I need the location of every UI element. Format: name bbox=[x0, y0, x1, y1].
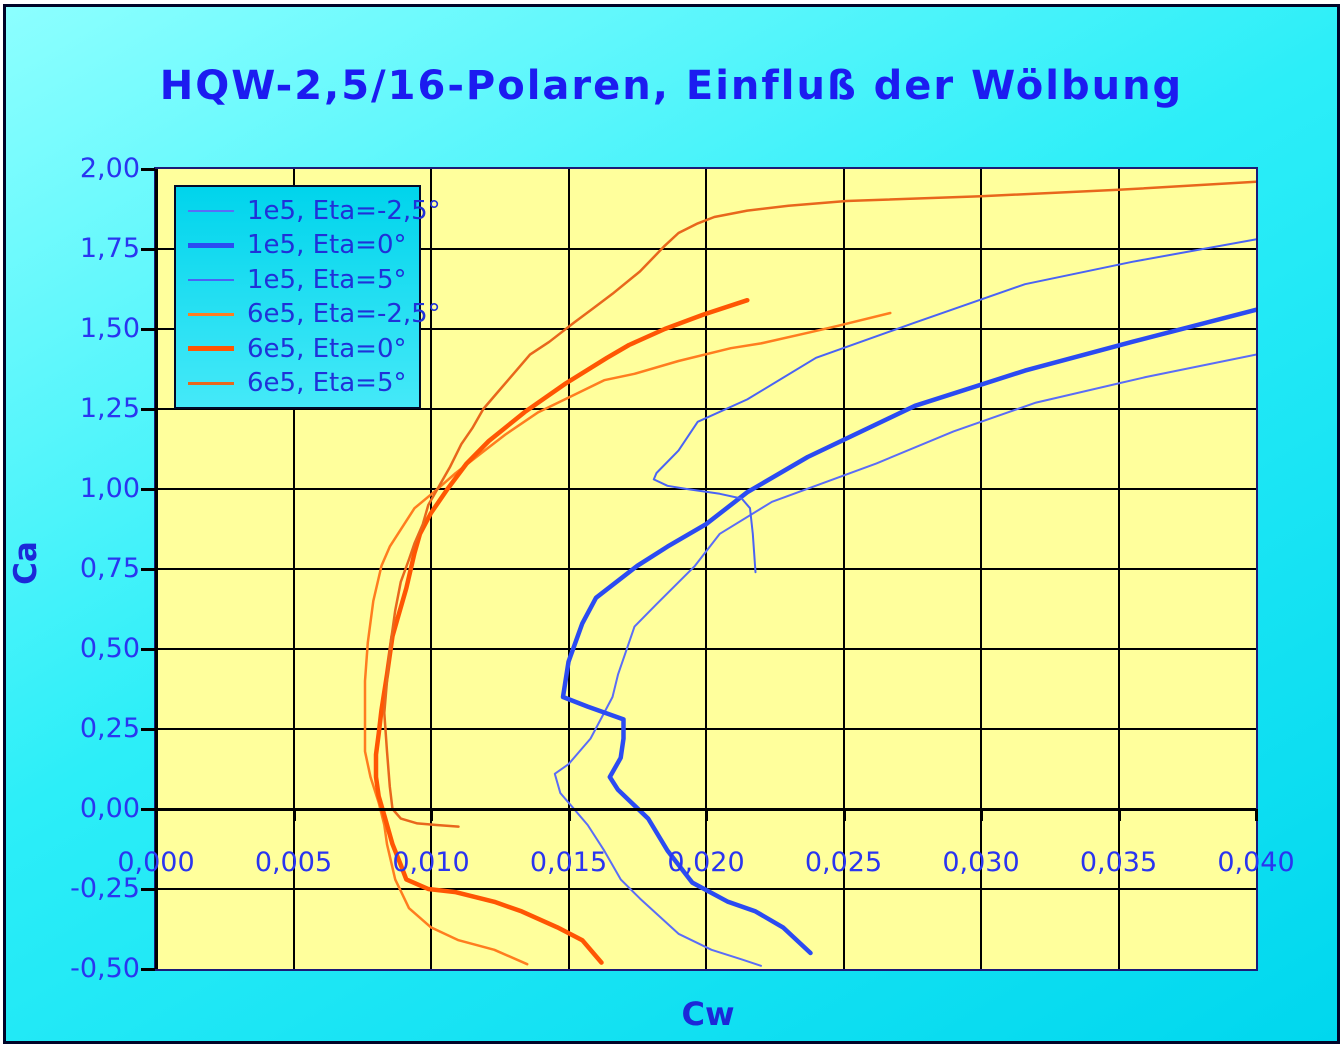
chart-background: HQW-2,5/16-Polaren, Einfluß der Wölbung … bbox=[3, 4, 1340, 1044]
curve-1e5-eta-5 bbox=[652, 238, 1256, 574]
x-tick-label: 0,035 bbox=[1079, 847, 1158, 878]
x-tick-label: 0,030 bbox=[942, 847, 1020, 878]
legend-line-sample bbox=[188, 278, 234, 281]
y-axis-tick bbox=[141, 408, 155, 411]
legend-item-6e5-eta-2-5: 6e5, Eta=-2,5° bbox=[176, 299, 441, 329]
legend-item-label: 6e5, Eta=-2,5° bbox=[247, 299, 441, 330]
y-tick-label: 1,00 bbox=[79, 473, 140, 504]
y-axis-tick bbox=[141, 888, 155, 891]
gridline-horizontal bbox=[156, 408, 1256, 410]
legend-line-sample bbox=[188, 242, 234, 248]
curve-1e5-eta-0 bbox=[560, 307, 1256, 956]
legend-item-label: 1e5, Eta=-2,5° bbox=[247, 195, 441, 226]
y-axis-tick bbox=[141, 568, 155, 571]
x-axis-tick bbox=[705, 809, 708, 821]
gridline-horizontal bbox=[156, 248, 1256, 250]
gridline-horizontal bbox=[156, 568, 1256, 570]
legend-item-label: 6e5, Eta=5° bbox=[247, 368, 407, 399]
y-axis-tick bbox=[141, 728, 155, 731]
x-axis-tick bbox=[980, 809, 983, 821]
x-tick-label: 0,000 bbox=[117, 847, 195, 878]
legend-line-sample bbox=[188, 209, 234, 212]
x-tick-label: 0,005 bbox=[254, 847, 333, 878]
x-axis-title: Cw bbox=[681, 995, 735, 1033]
legend-item-1e5-eta-5: 1e5, Eta=5° bbox=[176, 265, 419, 295]
curve-6e5-eta-5 bbox=[383, 180, 1256, 828]
curve-1e5-eta-2-5 bbox=[553, 353, 1256, 967]
legend-item-6e5-eta-0: 6e5, Eta=0° bbox=[176, 334, 419, 364]
gridline-horizontal bbox=[156, 328, 1256, 330]
x-axis-tick bbox=[155, 809, 158, 821]
legend-item-6e5-eta-5: 6e5, Eta=5° bbox=[176, 368, 419, 398]
legend-line-sample bbox=[188, 312, 234, 316]
legend-item-1e5-eta-2-5: 1e5, Eta=-2,5° bbox=[176, 196, 441, 226]
legend-line-sample bbox=[188, 381, 234, 385]
y-tick-label: -0,25 bbox=[70, 873, 140, 904]
y-tick-label: 1,50 bbox=[79, 313, 140, 344]
y-tick-label: 0,00 bbox=[79, 793, 140, 824]
x-axis-tick bbox=[567, 809, 571, 821]
y-axis-line bbox=[155, 169, 158, 969]
legend-line-sample bbox=[188, 346, 234, 352]
y-tick-label: 0,50 bbox=[79, 633, 140, 664]
y-tick-label: 0,25 bbox=[79, 713, 140, 744]
x-tick-label: 0,040 bbox=[1217, 847, 1295, 878]
gridline-horizontal bbox=[156, 648, 1256, 650]
x-axis-tick bbox=[1255, 809, 1258, 821]
y-axis-tick bbox=[141, 168, 155, 171]
x-tick-label: 0,010 bbox=[392, 847, 470, 878]
curve-6e5-eta-2-5 bbox=[363, 311, 892, 966]
y-tick-label: 0,75 bbox=[79, 553, 140, 584]
legend: 1e5, Eta=-2,5° 1e5, Eta=0° 1e5, Eta=5° 6e5,… bbox=[174, 185, 441, 409]
x-axis-tick bbox=[1117, 809, 1121, 821]
y-axis-tick bbox=[141, 488, 155, 491]
x-axis-tick bbox=[292, 809, 296, 821]
y-axis-tick bbox=[141, 248, 155, 251]
x-tick-label: 0,020 bbox=[667, 847, 745, 878]
x-tick-label: 0,025 bbox=[804, 847, 883, 878]
legend-item-label: 1e5, Eta=5° bbox=[247, 264, 407, 295]
y-axis-tick bbox=[141, 328, 155, 331]
gridline-horizontal bbox=[156, 488, 1256, 490]
x-axis-tick bbox=[842, 809, 846, 821]
y-axis-tick bbox=[141, 808, 155, 811]
x-tick-label: 0,015 bbox=[529, 847, 608, 878]
y-tick-label: 2,00 bbox=[79, 153, 140, 184]
polar-curves bbox=[363, 180, 1256, 967]
x-axis-tick bbox=[430, 809, 433, 821]
y-axis-title: Ca bbox=[8, 541, 44, 585]
chart-title: HQW-2,5/16-Polaren, Einfluß der Wölbung bbox=[159, 63, 1184, 109]
legend-item-label: 6e5, Eta=0° bbox=[247, 333, 407, 364]
y-tick-label: 1,75 bbox=[79, 233, 140, 264]
y-axis-tick bbox=[141, 968, 155, 971]
legend-item-label: 1e5, Eta=0° bbox=[247, 230, 407, 261]
y-tick-label: -0,50 bbox=[70, 953, 140, 984]
legend-item-1e5-eta-0: 1e5, Eta=0° bbox=[176, 230, 419, 260]
plot-area bbox=[141, 167, 1258, 971]
gridline-horizontal bbox=[156, 728, 1256, 730]
y-axis-tick bbox=[141, 648, 155, 651]
y-tick-label: 1,25 bbox=[79, 393, 140, 424]
